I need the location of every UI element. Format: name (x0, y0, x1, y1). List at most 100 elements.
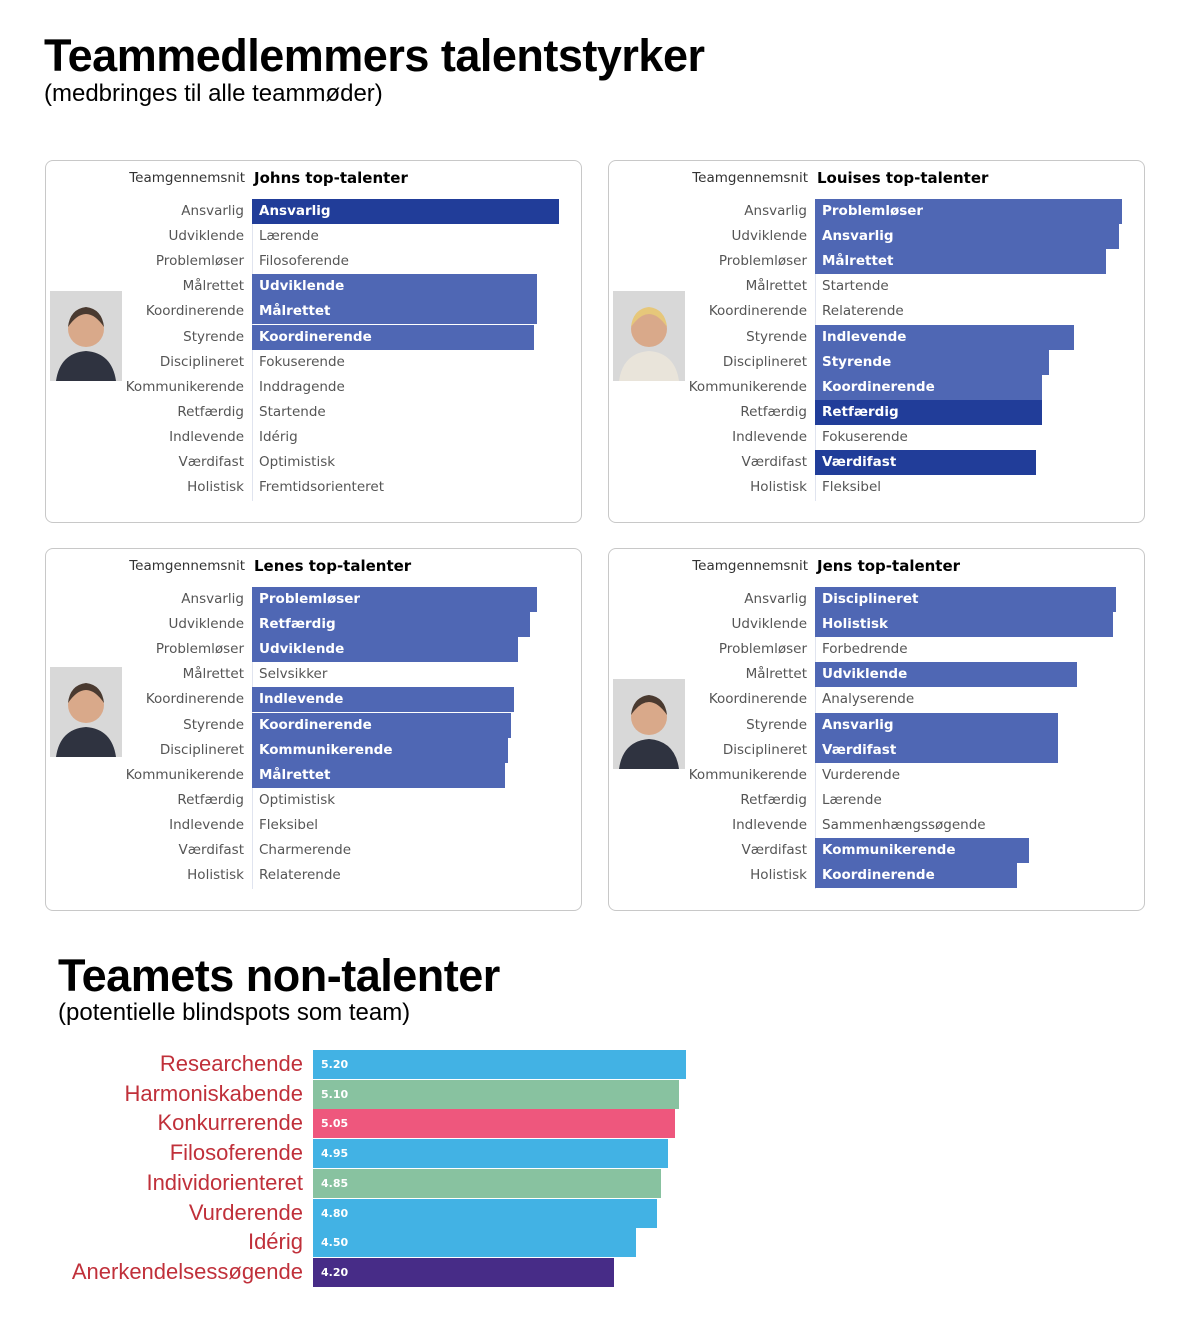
row-label: Kommunikerende (688, 378, 807, 395)
talent-label: Ansvarlig (822, 228, 894, 245)
talent-row: Disciplineret Fokuserende (46, 350, 581, 375)
talent-row: Disciplineret Værdifast (609, 737, 1144, 763)
talent-row: Koordinerende Målrettet (46, 299, 581, 325)
row-label: Holistisk (750, 867, 807, 884)
row-label: Problemløser (155, 641, 244, 658)
row-label: Målrettet (182, 278, 244, 295)
talent-label: Fokuserende (259, 353, 345, 370)
talent-row: Holistisk Relaterende (46, 863, 581, 888)
row-label: Disciplineret (159, 353, 244, 370)
row-label: Disciplineret (159, 741, 244, 758)
non-talent-row: Harmoniskabende 5.10 (0, 1079, 1188, 1110)
talent-row: Retfærdig Lærende (609, 788, 1144, 813)
non-talents-title: Teamets non-talenter (58, 950, 500, 1001)
talent-label: Optimistisk (259, 454, 336, 470)
person-photo-john (50, 291, 122, 381)
talent-bar (252, 712, 512, 738)
talent-bar (815, 399, 1043, 425)
talent-row: Kommunikerende Målrettet (46, 762, 581, 788)
talent-row: Problemløser Filosoferende (46, 249, 581, 274)
value-bar (313, 1257, 615, 1287)
talent-label: Indlevende (822, 328, 907, 345)
value-bar (313, 1198, 658, 1228)
talent-label: Kommunikerende (822, 842, 956, 858)
row-label: Retfærdig (740, 403, 807, 420)
talent-row: Indlevende Idérig (46, 425, 581, 450)
data-label: 4.20 (321, 1265, 349, 1279)
row-label: Ansvarlig (744, 203, 807, 219)
talent-bar (815, 224, 1119, 250)
talent-label: Retfærdig (822, 403, 899, 420)
talent-bar (815, 587, 1116, 612)
talent-row: Koordinerende Indlevende (46, 687, 581, 713)
row-label: Problemløser (718, 253, 807, 270)
talent-row: Målrettet Startende (609, 274, 1144, 299)
category-label: Harmoniskabende (124, 1080, 303, 1106)
talent-bar (252, 324, 534, 350)
row-label: Retfærdig (177, 403, 244, 420)
panel-title: Jens top-talenter (817, 557, 961, 575)
talent-row: Retfærdig Startende (46, 400, 581, 425)
talent-bar (815, 863, 1017, 889)
talent-row: Styrende Indlevende (609, 324, 1144, 350)
row-label: Kommunikerende (125, 378, 244, 395)
talent-row: Disciplineret Kommunikerende (46, 737, 581, 763)
talent-label: Idérig (259, 428, 298, 445)
row-label: Koordinerende (145, 691, 244, 708)
talent-label: Optimistisk (259, 791, 336, 808)
team-average-header: Teamgennemsnit (692, 558, 808, 574)
non-talents-subtitle: (potentielle blindspots som team) (58, 999, 411, 1026)
row-label: Problemløser (155, 253, 244, 270)
talent-label: Selvsikker (259, 666, 328, 683)
talent-panel: Teamgennemsnit Jens top-talenter Ansvarl… (608, 548, 1145, 911)
talent-row: Problemløser Målrettet (609, 249, 1144, 275)
talent-label: Koordinerende (822, 867, 935, 884)
talent-bar (252, 687, 515, 713)
talent-row: Målrettet Udviklende (46, 274, 581, 300)
talent-label: Ansvarlig (822, 716, 894, 733)
row-label: Disciplineret (722, 353, 807, 370)
talent-label: Værdifast (822, 454, 897, 470)
talent-label: Analyserende (822, 691, 915, 708)
talent-panel: Teamgennemsnit Lenes top-talenter Ansvar… (45, 548, 582, 911)
talent-bar (815, 838, 1030, 863)
talent-bar (252, 762, 505, 788)
non-talent-row: Researchende 5.20 (0, 1050, 1188, 1080)
row-label: Udviklende (731, 616, 808, 633)
data-label: 4.85 (321, 1176, 349, 1190)
row-label: Ansvarlig (181, 591, 244, 607)
row-label: Indlevende (169, 428, 244, 445)
category-label: Konkurrerende (157, 1110, 303, 1136)
talent-row: Ansvarlig Problemløser (609, 199, 1144, 224)
talent-row: Retfærdig Optimistisk (46, 788, 581, 813)
row-label: Styrende (746, 328, 807, 345)
talent-row: Ansvarlig Disciplineret (609, 587, 1144, 612)
category-label: Idérig (247, 1229, 303, 1255)
talent-row: Målrettet Udviklende (609, 662, 1144, 688)
talent-label: Ansvarlig (259, 203, 331, 219)
non-talent-row: Vurderende 4.80 (0, 1198, 1188, 1229)
talent-label: Relaterende (822, 303, 904, 320)
talent-bar (815, 324, 1075, 350)
talent-row: Koordinerende Analyserende (609, 687, 1144, 712)
row-label: Styrende (183, 328, 244, 345)
row-label: Kommunikerende (688, 766, 807, 783)
value-bar (313, 1109, 676, 1139)
talent-label: Koordinerende (259, 328, 372, 345)
talent-label: Målrettet (259, 303, 331, 320)
talent-bar (815, 662, 1078, 688)
talent-bar (252, 199, 560, 224)
talent-row: Retfærdig Retfærdig (609, 399, 1144, 425)
data-label: 4.80 (321, 1206, 349, 1220)
talent-row: Værdifast Optimistisk (46, 450, 581, 475)
talent-label: Charmerende (259, 842, 352, 858)
panel-title: Johns top-talenter (254, 169, 408, 187)
row-label: Koordinerende (708, 303, 807, 320)
talent-row: Indlevende Sammenhængssøgende (609, 813, 1144, 838)
row-label: Holistisk (187, 479, 244, 496)
talent-label: Problemløser (822, 203, 924, 219)
talent-row: Udviklende Retfærdig (46, 612, 581, 638)
row-label: Retfærdig (740, 791, 807, 808)
value-bar (313, 1168, 661, 1198)
row-label: Retfærdig (177, 791, 244, 808)
